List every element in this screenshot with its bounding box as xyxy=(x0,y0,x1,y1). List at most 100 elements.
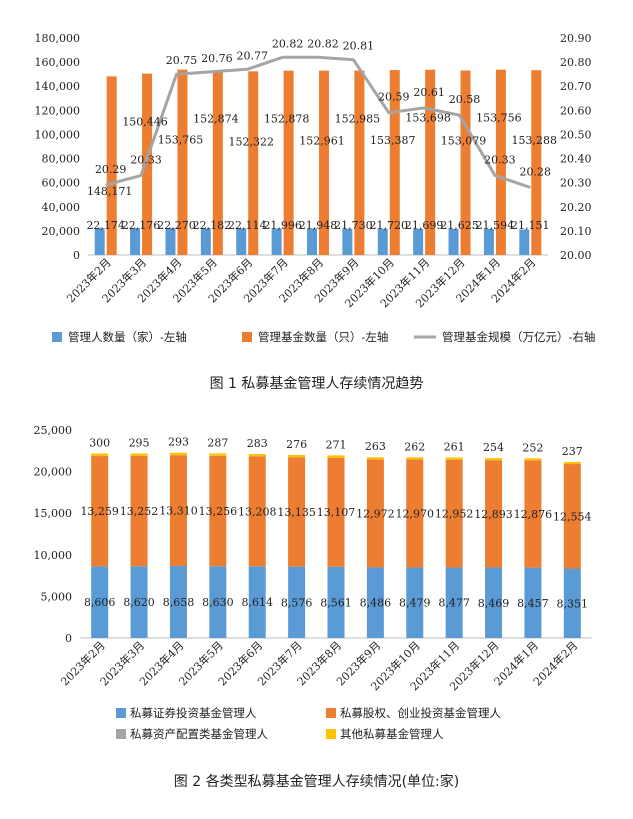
bar-equity-vc xyxy=(485,460,503,568)
data-label-manager-count: 21,720 xyxy=(370,219,409,232)
data-label-fund-size: 20.77 xyxy=(236,49,268,62)
data-label-manager-count: 21,151 xyxy=(511,219,550,232)
bar-equity-vc xyxy=(563,464,581,569)
data-label-fund-size: 20.33 xyxy=(484,153,516,166)
data-label-securities: 8,457 xyxy=(517,597,549,610)
legend-swatch xyxy=(242,332,252,342)
data-label-manager-count: 22,174 xyxy=(86,219,125,232)
y-left-tick-label: 140,000 xyxy=(35,80,81,93)
data-label-fund-count: 153,765 xyxy=(158,134,204,147)
data-label-securities: 8,606 xyxy=(84,596,116,609)
bar-manager-count xyxy=(165,228,176,255)
data-label-other: 287 xyxy=(207,436,228,449)
data-label-securities: 8,630 xyxy=(202,596,234,609)
y-right-tick-label: 20.30 xyxy=(560,177,592,190)
legend-label: 管理基金规模（万亿元）-右轴 xyxy=(442,330,595,344)
bar-other xyxy=(485,458,503,461)
bar-securities xyxy=(366,567,384,638)
data-label-fund-count: 152,961 xyxy=(299,135,345,148)
bar-manager-count xyxy=(307,228,317,255)
bar-securities xyxy=(248,566,266,638)
data-label-manager-count: 21,730 xyxy=(334,219,373,232)
bar-other xyxy=(563,462,581,464)
legend-label: 其他私募基金管理人 xyxy=(340,727,444,741)
bar-equity-vc xyxy=(288,457,306,567)
data-label-fund-count: 152,985 xyxy=(335,113,381,126)
data-label-other: 283 xyxy=(247,437,268,450)
data-label-other: 276 xyxy=(286,438,307,451)
y-right-tick-label: 20.80 xyxy=(560,56,592,69)
legend-label: 私募股权、创业投资基金管理人 xyxy=(340,706,501,720)
bar-other xyxy=(327,455,345,458)
y-left-tick-label: 100,000 xyxy=(35,128,81,141)
data-label-fund-size: 20.29 xyxy=(95,163,127,176)
data-label-equity-vc: 13,256 xyxy=(199,505,238,518)
data-label-securities: 8,479 xyxy=(399,597,431,610)
bar-manager-count xyxy=(413,228,424,255)
data-label-fund-size: 20.82 xyxy=(307,37,339,50)
data-label-equity-vc: 12,972 xyxy=(356,507,395,520)
data-label-fund-count: 152,878 xyxy=(264,113,310,126)
legend-swatch xyxy=(326,708,336,718)
y-tick-label: 25,000 xyxy=(34,424,73,437)
bar-fund-count xyxy=(106,76,117,255)
bar-manager-count xyxy=(130,228,141,255)
data-label-other: 237 xyxy=(562,445,583,458)
bar-other xyxy=(524,458,542,461)
bar-other xyxy=(288,454,306,458)
data-label-equity-vc: 13,107 xyxy=(317,506,356,519)
data-label-fund-size: 20.81 xyxy=(343,40,375,53)
y-right-tick-label: 20.40 xyxy=(560,153,592,166)
data-label-securities: 8,614 xyxy=(241,596,273,609)
bar-securities xyxy=(485,567,503,638)
bar-other xyxy=(169,452,187,456)
bar-other xyxy=(366,457,384,460)
y-left-tick-label: 80,000 xyxy=(42,153,81,166)
data-label-fund-count: 153,387 xyxy=(370,134,416,147)
data-label-equity-vc: 13,208 xyxy=(238,505,277,518)
bar-securities xyxy=(169,565,187,638)
data-label-other: 262 xyxy=(404,440,425,453)
bar-fund-count xyxy=(389,70,400,255)
bar-equity-vc xyxy=(130,456,148,567)
y-tick-label: 20,000 xyxy=(34,466,73,479)
data-label-equity-vc: 12,876 xyxy=(514,508,553,521)
legend-label: 管理基金数量（只）-左轴 xyxy=(258,330,388,344)
y-right-tick-label: 20.20 xyxy=(560,201,592,214)
bar-fund-count xyxy=(319,70,329,255)
bar-manager-count xyxy=(519,229,530,255)
y-right-tick-label: 20.60 xyxy=(560,104,592,117)
data-label-manager-count: 21,996 xyxy=(263,219,302,232)
bar-fund-count xyxy=(460,70,471,255)
data-label-equity-vc: 12,952 xyxy=(435,508,474,521)
data-label-manager-count: 21,625 xyxy=(440,219,479,232)
y-tick-label: 10,000 xyxy=(34,549,73,562)
bar-equity-vc xyxy=(445,459,463,568)
bar-fund-count xyxy=(495,69,506,255)
figure2-caption: 图 2 各类型私募基金管理人存续情况(单位:家) xyxy=(173,774,460,790)
bar-securities xyxy=(327,566,345,638)
bar-manager-count xyxy=(448,228,459,255)
data-label-equity-vc: 12,970 xyxy=(396,507,435,520)
bar-securities xyxy=(209,566,227,638)
y-left-tick-label: 60,000 xyxy=(42,177,81,190)
chart-manager-trend: 0 20,000 40,000 60,000 80,000 100,000 120,000 1… xyxy=(35,32,596,344)
bar-fund-count xyxy=(283,70,294,255)
legend-label: 管理人数量（家）-左轴 xyxy=(68,330,187,344)
y-left-tick-label: 40,000 xyxy=(42,201,81,214)
legend-swatch xyxy=(116,729,126,739)
y-right-tick-label: 20.00 xyxy=(560,249,592,262)
data-label-fund-size: 20.59 xyxy=(378,91,410,104)
data-label-equity-vc: 12,554 xyxy=(553,510,592,523)
bar-fund-count xyxy=(354,70,365,255)
y-tick-label: 0 xyxy=(65,632,72,645)
bar-other xyxy=(91,453,109,457)
y-left-tick-label: 180,000 xyxy=(35,32,81,45)
data-label-fund-count: 148,171 xyxy=(87,185,133,198)
data-label-securities: 8,561 xyxy=(320,596,352,609)
bar-manager-count xyxy=(483,228,494,255)
data-label-equity-vc: 13,310 xyxy=(159,505,198,518)
chart-manager-types: 0 5,000 10,000 15,000 20,000 25,000 8,606 13,25… xyxy=(34,424,592,741)
bar-other xyxy=(406,457,424,460)
